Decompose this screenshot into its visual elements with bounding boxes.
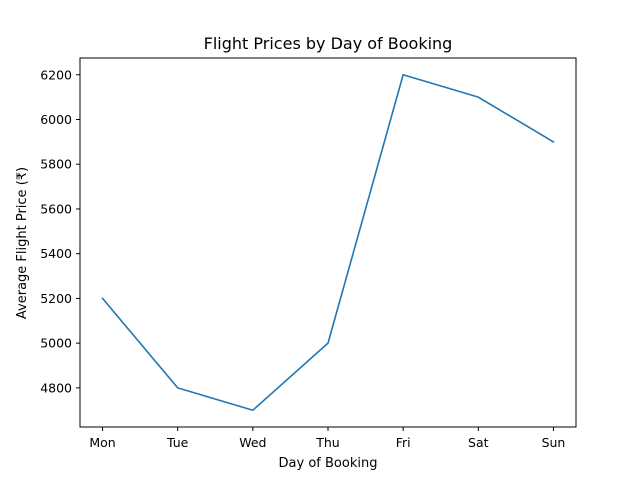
x-tick-label: Sat <box>468 435 489 450</box>
y-tick-label: 4800 <box>40 380 72 395</box>
x-tick-label: Fri <box>396 435 411 450</box>
x-tick-label: Wed <box>239 435 266 450</box>
x-tick-label: Mon <box>89 435 115 450</box>
y-tick-label: 5200 <box>40 291 72 306</box>
y-axis-label: Average Flight Price (₹) <box>15 167 30 319</box>
y-tick-label: 5600 <box>40 201 72 216</box>
y-tick-label: 5000 <box>40 336 72 351</box>
y-tick-label: 6200 <box>40 67 72 82</box>
y-tick-label: 5400 <box>40 246 72 261</box>
x-axis-label: Day of Booking <box>279 456 378 471</box>
x-tick-label: Sun <box>542 435 566 450</box>
x-tick-label: Tue <box>166 435 189 450</box>
x-tick-label: Thu <box>315 435 339 450</box>
y-tick-label: 6000 <box>40 112 72 127</box>
y-tick-label: 5800 <box>40 157 72 172</box>
chart-title: Flight Prices by Day of Booking <box>204 34 453 53</box>
